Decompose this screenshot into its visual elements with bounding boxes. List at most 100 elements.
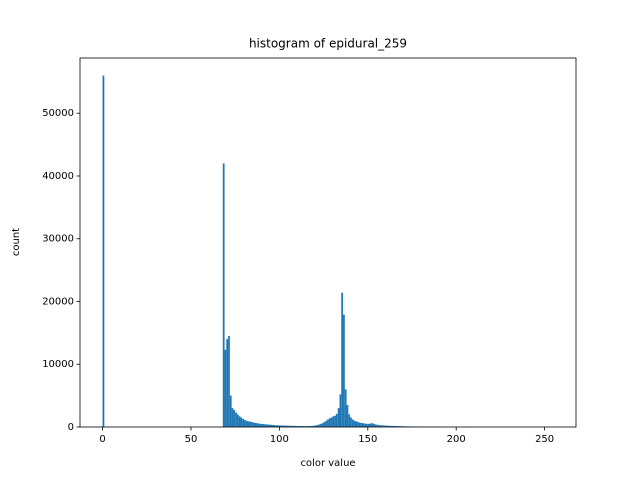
bar [381, 425, 384, 427]
bar [367, 423, 370, 427]
plot-area [102, 75, 512, 428]
bar [396, 426, 398, 427]
bar [351, 419, 354, 427]
bar [293, 425, 296, 427]
bar [261, 423, 264, 427]
bar [229, 395, 232, 427]
bar [222, 163, 225, 427]
bar [279, 425, 282, 427]
bar [344, 389, 347, 427]
bar [355, 421, 358, 427]
bar [339, 394, 342, 427]
bar [314, 425, 317, 427]
bar [325, 420, 328, 427]
bar [371, 423, 374, 427]
bar [259, 423, 262, 427]
y-tick-label: 20000 [42, 296, 74, 307]
bar [364, 423, 367, 427]
chart-title: histogram of epidural_259 [249, 37, 407, 51]
x-axis-label: color value [300, 458, 355, 469]
bar [242, 418, 245, 427]
bar [390, 425, 393, 427]
bar [353, 420, 356, 427]
bar [348, 414, 351, 427]
bar [272, 424, 275, 427]
bar [233, 410, 236, 427]
bar [311, 425, 313, 427]
bar [297, 425, 299, 427]
bar [320, 423, 322, 427]
bar [251, 421, 253, 427]
bar [277, 425, 280, 427]
bar [291, 425, 294, 427]
x-tick-label: 200 [447, 434, 466, 445]
bar [360, 422, 363, 427]
bar [281, 425, 283, 427]
bar [335, 413, 338, 427]
bar [288, 425, 290, 427]
bar [350, 417, 352, 427]
bar [249, 421, 252, 427]
bar [270, 424, 273, 427]
bar [366, 423, 368, 427]
bar [374, 424, 377, 427]
bar [236, 414, 239, 427]
bar [268, 424, 271, 427]
bar [397, 426, 400, 427]
x-tick-label: 150 [358, 434, 377, 445]
bar [302, 426, 305, 427]
bar [392, 425, 395, 427]
bar [309, 425, 312, 427]
y-tick-label: 40000 [42, 171, 74, 182]
bar [263, 424, 266, 427]
bar [226, 339, 229, 427]
bar [316, 425, 319, 427]
bar [247, 421, 250, 427]
bar [282, 425, 285, 427]
bar [385, 425, 388, 427]
bar [376, 424, 379, 427]
bar [318, 424, 321, 427]
bar [300, 426, 303, 427]
x-tick-label: 0 [99, 434, 105, 445]
bar [102, 75, 105, 428]
bar [295, 425, 298, 427]
bar [369, 423, 372, 427]
bar [323, 421, 326, 427]
x-tick-label: 250 [535, 434, 554, 445]
bar [228, 336, 230, 427]
bar [258, 423, 260, 427]
bar [332, 416, 335, 427]
bar [383, 425, 386, 427]
bar [238, 416, 241, 427]
bar [265, 424, 267, 427]
bar [254, 422, 257, 427]
bar [235, 412, 237, 427]
bar [274, 425, 276, 427]
bar [343, 314, 345, 427]
y-tick-label: 10000 [42, 359, 74, 370]
bar [380, 425, 382, 427]
bar [327, 419, 329, 427]
bar [330, 417, 333, 427]
bar [275, 425, 278, 427]
bar [337, 408, 340, 427]
bar [224, 349, 227, 427]
bar [256, 423, 259, 427]
y-axis-label: count [11, 228, 22, 256]
bar [240, 417, 243, 427]
bar [328, 418, 331, 427]
bar [244, 420, 246, 427]
bar [321, 423, 324, 427]
bar [378, 425, 381, 427]
bar [304, 426, 306, 427]
bar [312, 425, 315, 427]
bar [252, 422, 255, 427]
axes-frame [79, 57, 577, 428]
x-tick-label: 100 [270, 434, 289, 445]
bar [284, 425, 287, 427]
bar [373, 423, 375, 427]
bar [305, 426, 308, 427]
